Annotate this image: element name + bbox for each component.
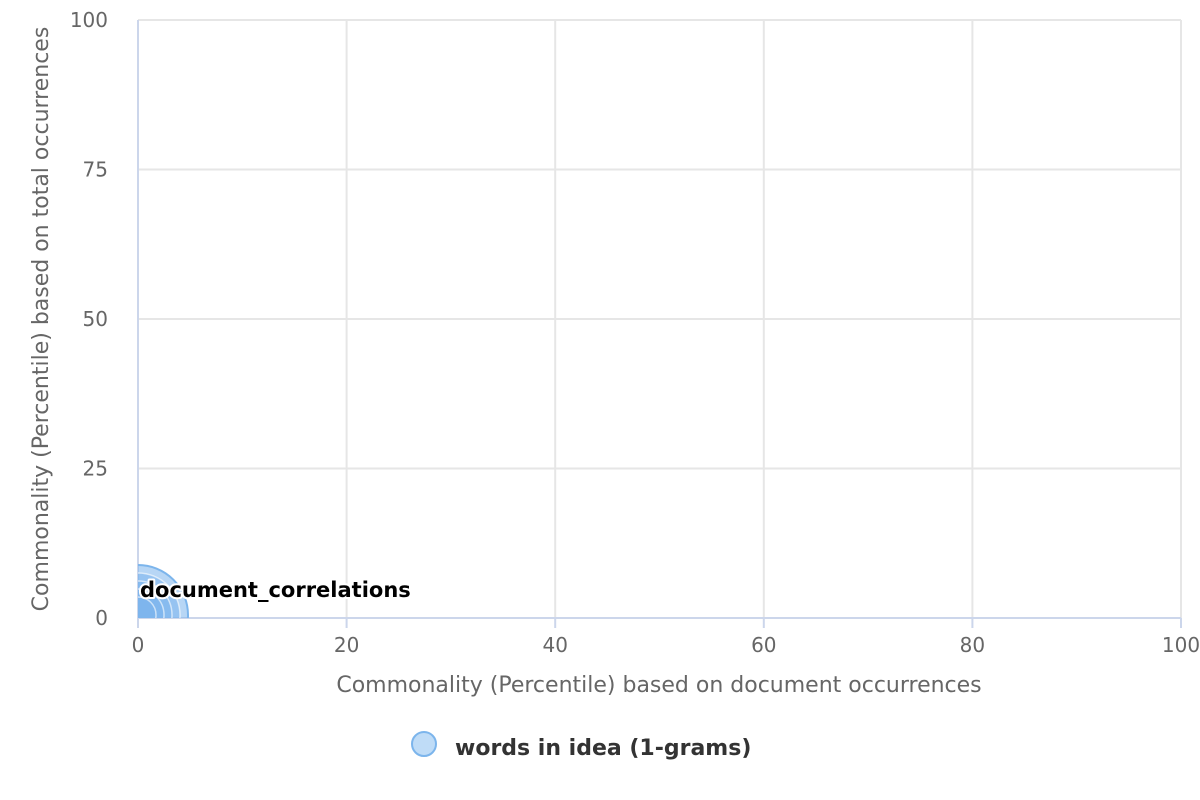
- x-tick-label: 60: [751, 633, 776, 657]
- data-label: document_correlations: [140, 578, 411, 602]
- data-point[interactable]: [120, 596, 157, 633]
- legend[interactable]: words in idea (1-grams): [411, 731, 751, 761]
- legend-marker: [411, 731, 437, 757]
- y-tick-label: 100: [70, 8, 108, 32]
- x-tick-label: 40: [542, 633, 567, 657]
- y-axis-title: Commonality (Percentile) based on total …: [29, 27, 54, 612]
- y-axis-ticks: 0 25 50 75 100: [70, 8, 108, 630]
- x-axis-title: Commonality (Percentile) based on docume…: [336, 673, 981, 698]
- y-tick-label: 75: [83, 158, 108, 182]
- x-tick-label: 80: [960, 633, 985, 657]
- grid-lines: [138, 19, 1182, 618]
- axes: [137, 20, 1181, 619]
- x-axis-ticks: 0 20 40 60 80 100: [132, 618, 1200, 657]
- x-tick-label: 0: [132, 633, 145, 657]
- data-points: [120, 564, 189, 633]
- x-tick-label: 20: [334, 633, 359, 657]
- y-tick-label: 50: [83, 307, 108, 331]
- y-tick-label: 0: [95, 606, 108, 630]
- x-tick-label: 100: [1162, 633, 1200, 657]
- y-tick-label: 25: [83, 457, 108, 481]
- legend-label[interactable]: words in idea (1-grams): [455, 736, 751, 761]
- data-point-outline: [138, 564, 189, 618]
- point-labels: document_correlations: [138, 576, 413, 604]
